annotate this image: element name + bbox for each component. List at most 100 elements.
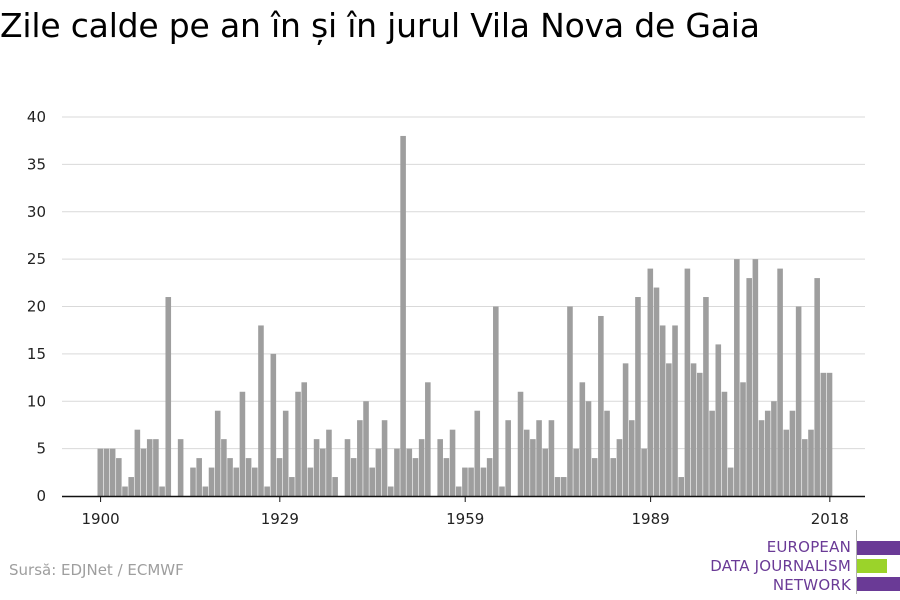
bar bbox=[165, 297, 172, 496]
bar bbox=[196, 458, 202, 496]
bar bbox=[140, 448, 147, 497]
bar bbox=[381, 420, 388, 496]
bar bbox=[647, 268, 654, 496]
bar bbox=[282, 410, 289, 496]
bar bbox=[727, 467, 734, 496]
bar bbox=[394, 448, 400, 497]
bar bbox=[826, 372, 833, 496]
bar bbox=[369, 467, 375, 496]
bar bbox=[814, 278, 820, 496]
bar bbox=[598, 315, 604, 496]
bar bbox=[258, 325, 264, 496]
y-tick-label: 10 bbox=[27, 392, 46, 410]
bar bbox=[641, 448, 647, 497]
bar bbox=[177, 439, 184, 496]
bar bbox=[486, 458, 493, 496]
bar bbox=[622, 363, 629, 496]
bar bbox=[672, 325, 678, 496]
logo-line-2: DATA JOURNALISM bbox=[710, 557, 851, 575]
logo-line-3: NETWORK bbox=[772, 576, 851, 594]
x-tick-label: 1900 bbox=[81, 510, 119, 528]
bar bbox=[270, 353, 277, 497]
bar bbox=[208, 467, 215, 496]
bar bbox=[703, 297, 709, 496]
bar bbox=[400, 135, 406, 496]
bar bbox=[307, 467, 314, 496]
bar bbox=[795, 306, 802, 496]
bar bbox=[146, 439, 153, 496]
x-tick-label: 2018 bbox=[811, 510, 849, 528]
y-tick-label: 30 bbox=[27, 203, 46, 221]
bar bbox=[585, 401, 592, 496]
bar bbox=[449, 429, 456, 496]
bar bbox=[536, 420, 542, 496]
bar bbox=[221, 439, 227, 496]
bar bbox=[116, 458, 122, 496]
bar bbox=[561, 477, 567, 496]
x-tick-labels: 1900 1929 1959 1989 2018 bbox=[81, 496, 849, 528]
bar bbox=[635, 297, 641, 496]
edjnet-logo: EUROPEAN DATA JOURNALISM NETWORK bbox=[700, 530, 900, 598]
bar bbox=[295, 391, 301, 496]
bar bbox=[214, 410, 221, 496]
bar bbox=[666, 363, 672, 496]
bar bbox=[357, 420, 363, 496]
bar bbox=[764, 410, 771, 496]
bar bbox=[233, 467, 240, 496]
bar bbox=[227, 458, 233, 496]
bar bbox=[190, 467, 196, 496]
y-tick-labels: 0 5 10 15 20 25 30 35 40 bbox=[27, 108, 46, 505]
y-tick-label: 40 bbox=[27, 108, 46, 126]
bar bbox=[443, 458, 450, 496]
bar bbox=[418, 439, 425, 496]
bar bbox=[437, 439, 443, 496]
bar bbox=[548, 420, 555, 496]
y-tick-label: 5 bbox=[36, 440, 46, 458]
bar bbox=[746, 278, 752, 496]
y-tick-label: 20 bbox=[27, 298, 46, 316]
bar bbox=[517, 391, 524, 496]
bar bbox=[406, 448, 413, 497]
bar bbox=[591, 458, 598, 496]
y-tick-label: 25 bbox=[27, 250, 46, 268]
x-tick-label: 1929 bbox=[261, 510, 299, 528]
bar bbox=[715, 344, 722, 496]
bar bbox=[455, 486, 462, 496]
bar bbox=[134, 429, 141, 496]
bar bbox=[604, 410, 610, 496]
source-note: Sursă: EDJNet / ECMWF bbox=[9, 561, 184, 579]
bar bbox=[474, 410, 481, 496]
bar bbox=[97, 448, 104, 497]
bar bbox=[684, 268, 691, 496]
bar bbox=[375, 448, 382, 497]
bar bbox=[159, 486, 165, 496]
logo-divider bbox=[856, 530, 857, 594]
bar bbox=[499, 486, 505, 496]
bar bbox=[653, 287, 660, 496]
bar bbox=[493, 306, 499, 496]
bar bbox=[808, 429, 814, 496]
bar bbox=[690, 363, 697, 496]
bar bbox=[721, 391, 728, 496]
bar bbox=[122, 486, 128, 496]
bar bbox=[344, 439, 351, 496]
bar bbox=[523, 429, 530, 496]
bar bbox=[412, 458, 419, 496]
logo-bar-green bbox=[857, 559, 887, 573]
bar bbox=[301, 382, 308, 496]
bar bbox=[387, 486, 394, 496]
bar bbox=[678, 477, 684, 496]
bar bbox=[752, 259, 759, 497]
bar bbox=[820, 372, 827, 496]
bar bbox=[542, 448, 549, 497]
logo-line-1: EUROPEAN bbox=[766, 538, 851, 556]
bars bbox=[97, 135, 833, 497]
bar bbox=[554, 477, 561, 496]
bar bbox=[103, 448, 110, 497]
bar bbox=[326, 429, 332, 496]
gridlines bbox=[62, 116, 865, 450]
bar bbox=[789, 410, 796, 496]
bar bbox=[802, 439, 808, 496]
bar bbox=[425, 382, 431, 496]
